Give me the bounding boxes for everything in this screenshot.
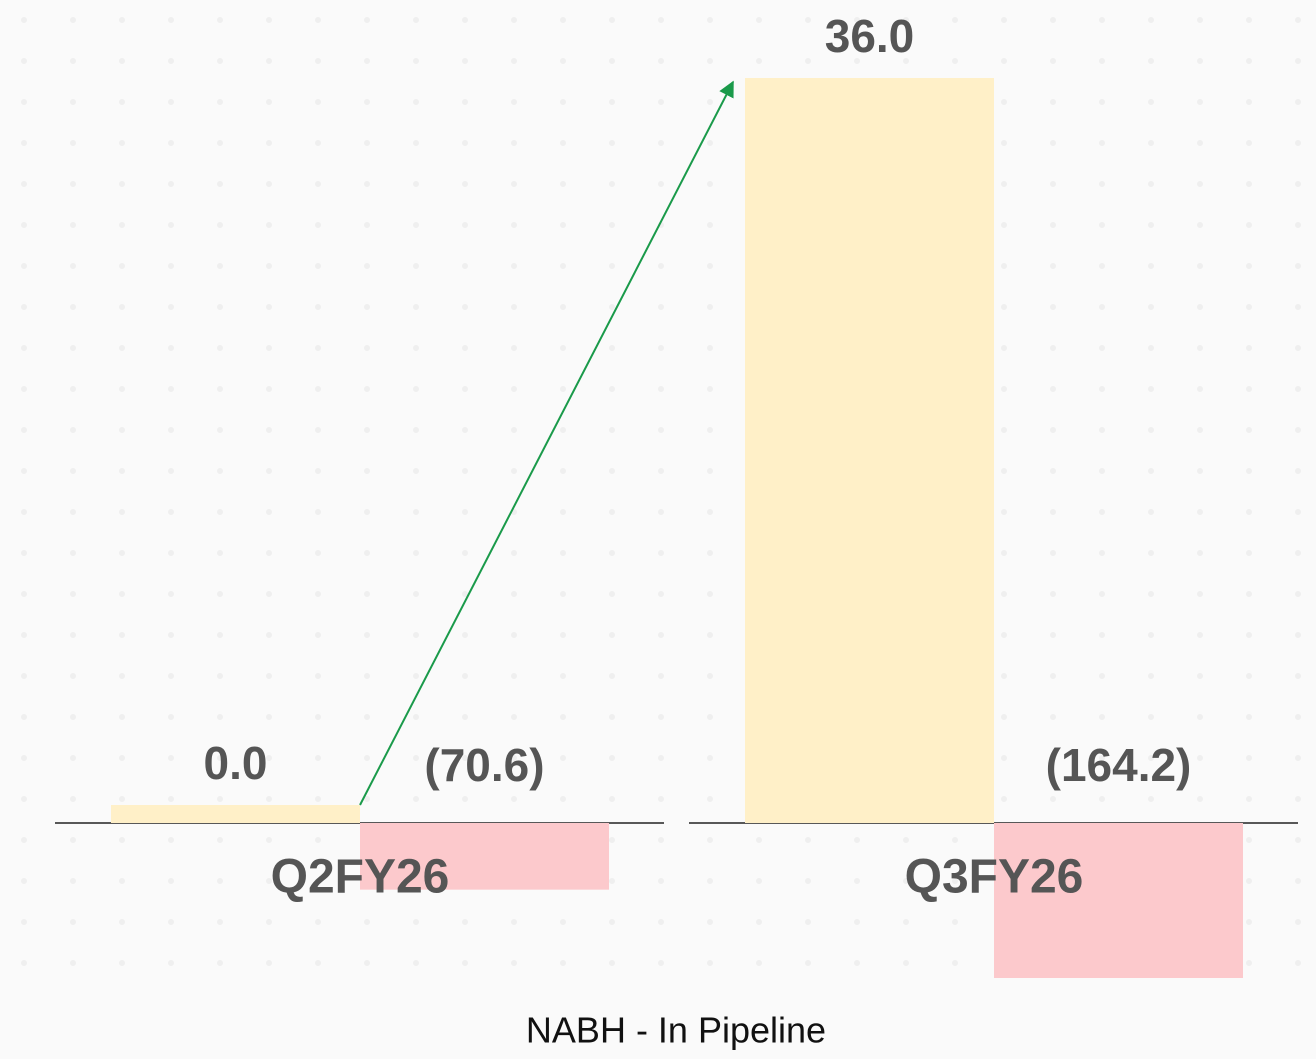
value-label: (70.6) — [424, 739, 544, 791]
bar — [745, 78, 994, 823]
value-label: (164.2) — [1046, 739, 1192, 791]
value-label: 0.0 — [204, 737, 268, 789]
x-tick-label: Q3FY26 — [905, 851, 1084, 904]
chart-title: NABH - In Pipeline — [526, 1010, 826, 1051]
x-tick-label: Q2FY26 — [271, 851, 450, 904]
bar — [360, 823, 609, 890]
bar — [994, 823, 1243, 978]
bar — [111, 805, 360, 823]
trend-arrow — [359, 80, 734, 806]
value-label: 36.0 — [825, 10, 915, 62]
